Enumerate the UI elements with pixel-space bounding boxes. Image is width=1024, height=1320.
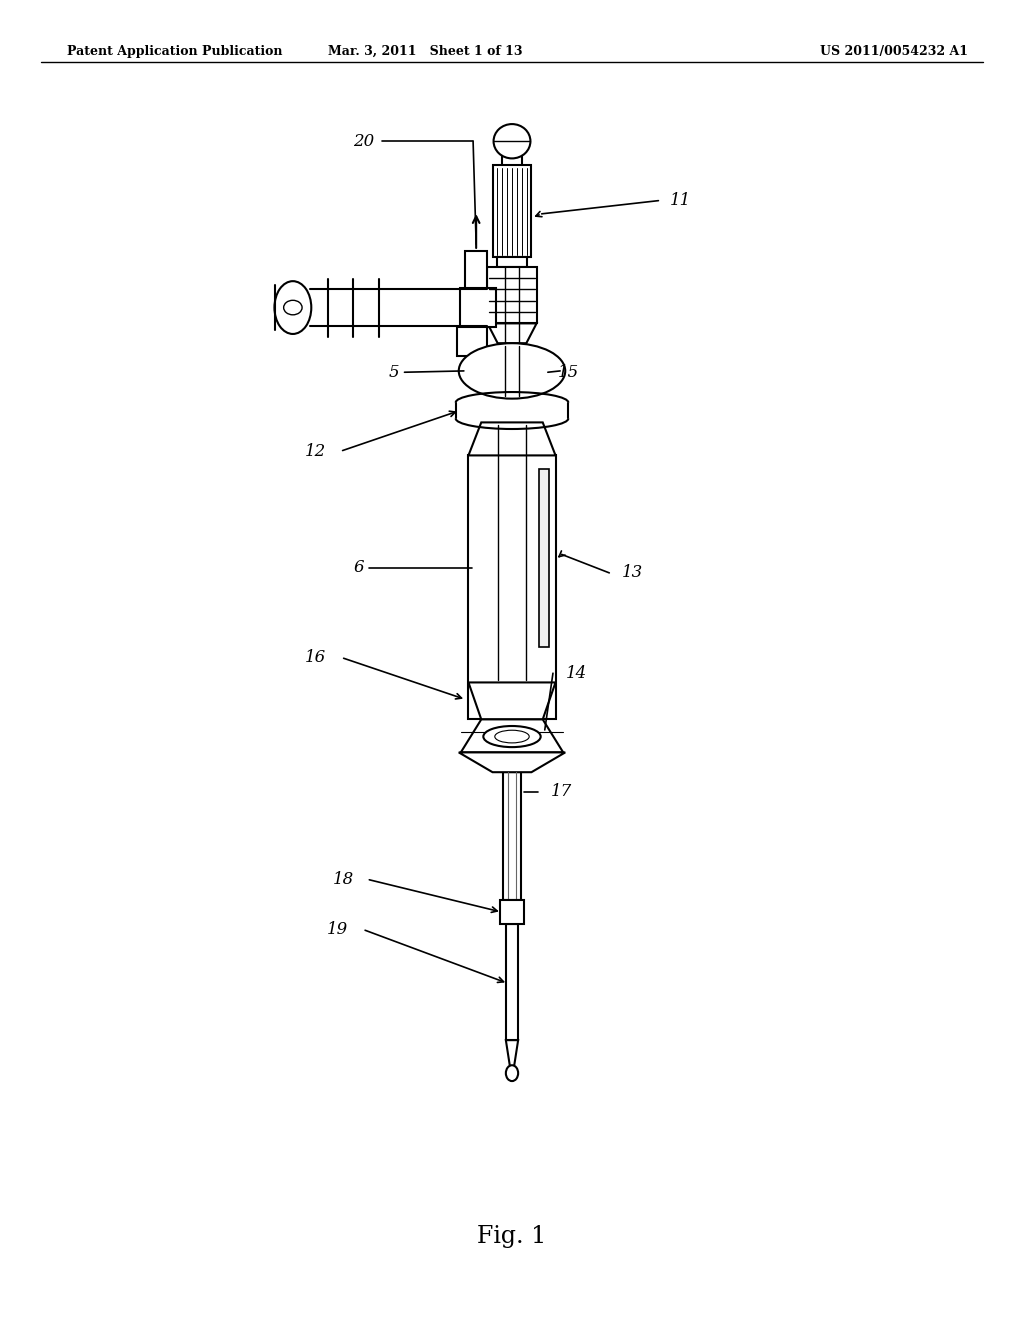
Ellipse shape bbox=[494, 124, 530, 158]
Text: 5: 5 bbox=[389, 364, 399, 380]
Text: 15: 15 bbox=[558, 364, 579, 380]
Text: 6: 6 bbox=[353, 560, 364, 576]
Bar bbox=[506, 924, 518, 1040]
Text: Patent Application Publication: Patent Application Publication bbox=[67, 45, 282, 58]
Bar bbox=[457, 327, 487, 356]
Polygon shape bbox=[459, 752, 565, 772]
Bar bbox=[465, 251, 487, 327]
Bar bbox=[503, 772, 521, 900]
Polygon shape bbox=[469, 682, 555, 719]
Text: US 2011/0054232 A1: US 2011/0054232 A1 bbox=[819, 45, 968, 58]
Ellipse shape bbox=[495, 730, 529, 743]
Bar bbox=[500, 900, 524, 924]
Text: 18: 18 bbox=[333, 871, 353, 887]
Text: 14: 14 bbox=[566, 665, 587, 681]
Bar bbox=[487, 267, 537, 323]
Text: 11: 11 bbox=[671, 193, 691, 209]
Polygon shape bbox=[506, 1040, 518, 1080]
Ellipse shape bbox=[274, 281, 311, 334]
Text: 16: 16 bbox=[305, 649, 326, 665]
Text: 19: 19 bbox=[328, 921, 348, 937]
Polygon shape bbox=[310, 289, 487, 326]
Polygon shape bbox=[469, 422, 555, 455]
Bar bbox=[469, 455, 555, 719]
Polygon shape bbox=[487, 323, 537, 343]
Bar bbox=[497, 257, 527, 267]
Text: 12: 12 bbox=[305, 444, 326, 459]
Text: 17: 17 bbox=[551, 784, 571, 800]
Ellipse shape bbox=[459, 343, 565, 399]
Text: Fig. 1: Fig. 1 bbox=[477, 1225, 547, 1249]
Text: 20: 20 bbox=[353, 133, 374, 149]
Bar bbox=[539, 469, 549, 647]
Bar bbox=[493, 165, 531, 257]
Ellipse shape bbox=[483, 726, 541, 747]
Bar bbox=[456, 403, 568, 418]
Bar bbox=[460, 288, 496, 327]
Text: 13: 13 bbox=[623, 565, 643, 581]
Ellipse shape bbox=[284, 300, 302, 314]
Polygon shape bbox=[461, 719, 563, 752]
Text: Mar. 3, 2011   Sheet 1 of 13: Mar. 3, 2011 Sheet 1 of 13 bbox=[328, 45, 522, 58]
Ellipse shape bbox=[506, 1065, 518, 1081]
